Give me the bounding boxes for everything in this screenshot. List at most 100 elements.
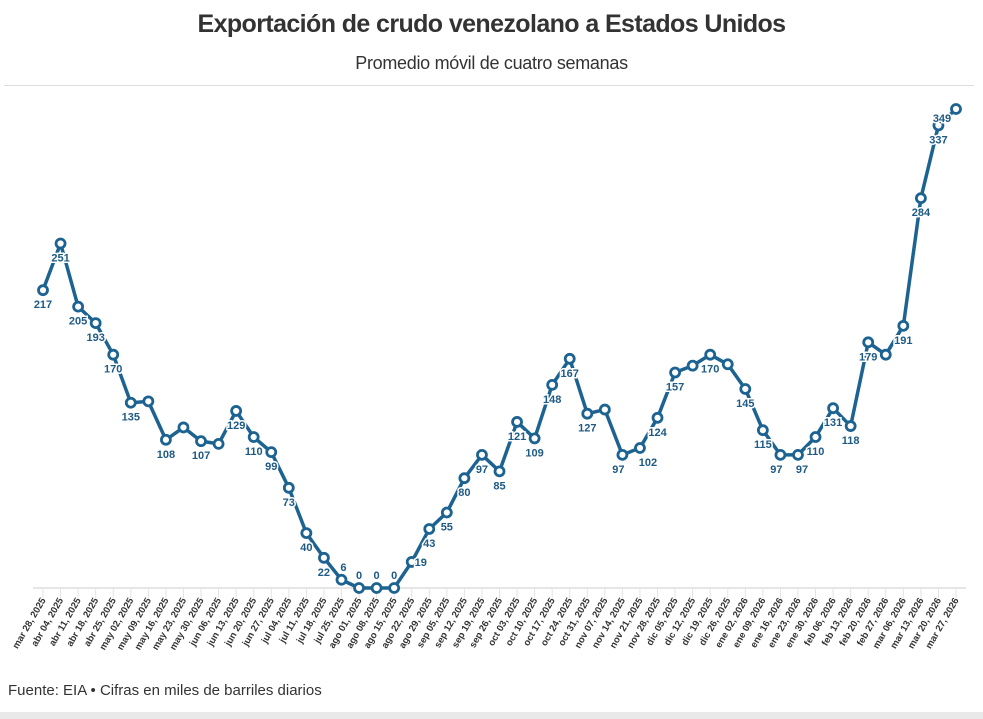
- data-label: 191: [894, 335, 912, 347]
- data-label: 99: [265, 461, 277, 473]
- data-point: [318, 551, 330, 564]
- data-point: [546, 378, 559, 391]
- data-label: 19: [415, 557, 427, 569]
- data-point: [897, 319, 910, 332]
- data-label: 124: [648, 427, 667, 439]
- data-label: 108: [157, 449, 175, 461]
- data-point: [616, 448, 629, 461]
- data-point: [353, 582, 365, 594]
- data-point: [792, 448, 804, 461]
- data-label: 127: [578, 423, 596, 435]
- data-label: 167: [561, 368, 579, 380]
- data-label: 0: [356, 570, 362, 582]
- data-label: 115: [754, 439, 772, 451]
- data-label: 110: [245, 446, 263, 458]
- data-point: [370, 582, 383, 594]
- data-label: 118: [842, 435, 860, 447]
- data-label: 284: [912, 207, 931, 219]
- data-point: [950, 103, 962, 115]
- data-point: [476, 448, 488, 461]
- data-label: 97: [476, 464, 488, 476]
- data-point: [651, 411, 664, 424]
- data-point: [458, 472, 471, 485]
- data-label: 0: [374, 570, 380, 582]
- data-label: 131: [824, 417, 842, 429]
- data-point: [300, 527, 313, 540]
- data-label: 135: [122, 412, 140, 424]
- data-point: [230, 405, 243, 417]
- data-label: 110: [807, 446, 825, 458]
- data-label: 251: [51, 253, 69, 265]
- data-point: [335, 573, 348, 586]
- data-label: 121: [508, 431, 526, 443]
- data-point: [265, 446, 278, 459]
- data-point: [177, 421, 190, 434]
- data-label: 337: [929, 134, 947, 146]
- source-note: Fuente: EIA • Cifras en miles de barrile…: [8, 682, 322, 699]
- data-label: 148: [543, 394, 561, 406]
- data-point: [440, 506, 453, 519]
- data-label: 6: [340, 562, 346, 574]
- data-point: [774, 448, 787, 461]
- data-point: [247, 431, 260, 443]
- data-point: [54, 237, 67, 250]
- data-point: [388, 582, 401, 594]
- data-label: 193: [86, 332, 104, 344]
- data-label: 22: [318, 567, 330, 579]
- data-point: [142, 395, 155, 408]
- data-point: [511, 416, 523, 428]
- data-label: 43: [423, 538, 435, 550]
- data-point: [195, 435, 207, 448]
- data-label: 40: [300, 542, 312, 554]
- data-point: [124, 396, 137, 409]
- data-point: [827, 402, 839, 415]
- data-point: [914, 192, 927, 205]
- data-point: [932, 119, 945, 132]
- data-label: 55: [441, 522, 453, 534]
- data-label: 179: [859, 351, 877, 363]
- data-point: [563, 352, 576, 365]
- data-point: [160, 433, 172, 446]
- data-point: [282, 481, 295, 494]
- data-label: 97: [770, 464, 782, 476]
- data-point: [721, 358, 734, 371]
- data-point: [634, 442, 646, 454]
- data-point: [37, 284, 49, 297]
- data-label: 170: [104, 364, 122, 376]
- data-point: [756, 424, 769, 437]
- data-point: [423, 523, 436, 535]
- data-label: 73: [283, 497, 295, 509]
- data-point: [107, 348, 120, 361]
- data-point: [739, 383, 752, 395]
- data-point: [493, 465, 506, 478]
- series-line: [41, 107, 958, 590]
- data-label: 80: [458, 487, 470, 499]
- data-point: [704, 348, 717, 361]
- chart-subtitle: Promedio móvil de cuatro semanas: [355, 53, 628, 73]
- data-point: [72, 300, 85, 313]
- data-label: 97: [612, 464, 624, 476]
- data-point: [809, 431, 822, 443]
- data-label: 102: [639, 457, 657, 469]
- data-point: [844, 420, 857, 432]
- data-label: 85: [493, 480, 505, 492]
- data-label: 205: [69, 316, 87, 328]
- data-label: 145: [736, 398, 754, 410]
- data-point: [528, 432, 541, 445]
- data-label: 129: [227, 420, 245, 432]
- data-label: 170: [701, 364, 719, 376]
- header-divider: [4, 85, 974, 86]
- data-label: 109: [525, 447, 543, 459]
- data-point: [669, 366, 681, 379]
- data-point: [405, 556, 418, 568]
- data-label: 97: [796, 464, 808, 476]
- data-label: 157: [666, 382, 684, 394]
- data-label: 349: [933, 113, 951, 125]
- data-point: [598, 403, 611, 416]
- data-point: [879, 348, 892, 361]
- chart-title: Exportación de crudo venezolano a Estado…: [197, 10, 787, 38]
- data-point: [212, 437, 225, 450]
- data-label: 0: [391, 570, 397, 582]
- data-label: 107: [192, 450, 210, 462]
